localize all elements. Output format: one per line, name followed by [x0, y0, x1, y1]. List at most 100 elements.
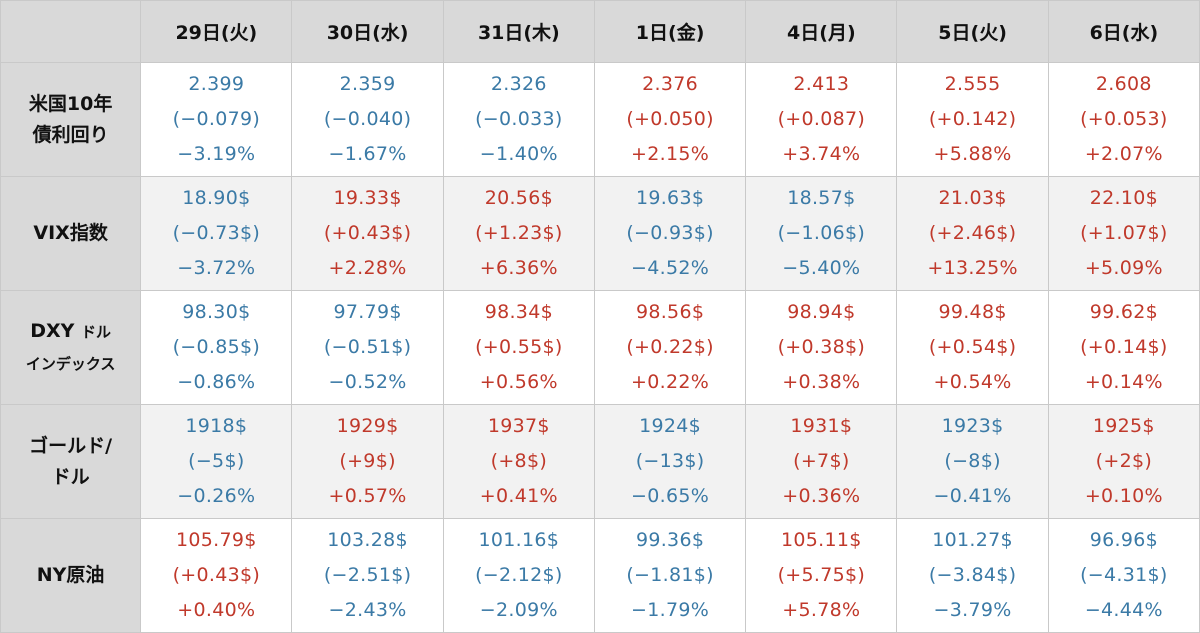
- cell-change: (+0.14$): [1080, 336, 1168, 358]
- cell-change: (+7$): [793, 450, 850, 472]
- cell-value: 105.79$: [176, 529, 257, 551]
- cell-percent: −0.52%: [328, 371, 407, 393]
- cell-value: 2.608: [1095, 73, 1152, 95]
- row-label-line: ドル: [51, 465, 90, 488]
- table-cell: 18.57$ (−1.06$) −5.40%: [745, 176, 898, 291]
- cell-change: (−0.040): [323, 108, 412, 130]
- table-cell: 101.16$ (−2.12$) −2.09%: [442, 518, 595, 633]
- cell-percent: +2.15%: [631, 143, 710, 165]
- table-cell: 22.10$ (+1.07$) +5.09%: [1047, 176, 1200, 291]
- cell-change: (+0.22$): [626, 336, 714, 358]
- cell-percent: +0.41%: [479, 485, 558, 507]
- column-header: 6日(水): [1047, 0, 1200, 63]
- table-cell: 2.555 (+0.142) +5.88%: [896, 62, 1049, 177]
- cell-change: (−0.079): [172, 108, 261, 130]
- row-label-line: NY原油: [36, 564, 105, 586]
- cell-value: 98.30$: [182, 301, 251, 323]
- cell-change: (+0.43$): [172, 564, 261, 586]
- table-cell: 105.79$ (+0.43$) +0.40%: [140, 518, 293, 633]
- cell-value: 99.48$: [938, 301, 1007, 323]
- cell-value: 99.36$: [635, 529, 705, 551]
- table-cell: 2.359 (−0.040) −1.67%: [291, 62, 444, 177]
- table-cell: 1937$ (+8$) +0.41%: [442, 404, 595, 519]
- cell-value: 99.62$: [1089, 301, 1158, 323]
- cell-percent: +0.22%: [631, 371, 710, 393]
- cell-change: (−8$): [944, 450, 1001, 472]
- cell-percent: +0.54%: [933, 371, 1012, 393]
- cell-change: (+0.142): [928, 108, 1017, 130]
- cell-value: 98.94$: [787, 301, 856, 323]
- table-cell: 101.27$ (−3.84$) −3.79%: [896, 518, 1049, 633]
- cell-change: (+9$): [339, 450, 396, 472]
- cell-percent: +5.09%: [1084, 257, 1163, 279]
- cell-change: (−0.033): [475, 108, 563, 130]
- cell-change: (−0.85$): [172, 336, 261, 358]
- column-header: 30日(水): [291, 0, 444, 63]
- cell-value: 18.90$: [182, 187, 251, 209]
- table-cell: 96.96$ (−4.31$) −4.44%: [1047, 518, 1200, 633]
- cell-change: (−0.73$): [172, 222, 261, 244]
- corner-cell: [0, 0, 142, 63]
- cell-percent: +0.38%: [782, 371, 861, 393]
- cell-percent: −0.26%: [177, 485, 256, 507]
- cell-change: (−2.51$): [323, 564, 412, 586]
- column-header: 4日(月): [745, 0, 898, 63]
- cell-value: 2.413: [793, 73, 850, 95]
- cell-percent: −0.41%: [933, 485, 1012, 507]
- cell-value: 2.376: [642, 73, 699, 95]
- table-cell: 1931$ (+7$) +0.36%: [745, 404, 898, 519]
- cell-value: 1918$: [185, 415, 248, 437]
- cell-percent: +2.28%: [328, 257, 407, 279]
- cell-percent: +0.36%: [782, 485, 861, 507]
- cell-value: 2.555: [944, 73, 1001, 95]
- row-label-line: 債利回り: [32, 123, 109, 146]
- cell-percent: −4.52%: [631, 257, 710, 279]
- cell-value: 105.11$: [781, 529, 862, 551]
- row-label-crude: NY原油: [0, 518, 142, 633]
- cell-value: 22.10$: [1089, 187, 1158, 209]
- table-cell: 99.36$ (−1.81$) −1.79%: [593, 518, 747, 633]
- cell-value: 18.57$: [787, 187, 856, 209]
- row-label-line: DXY: [30, 319, 75, 342]
- cell-change: (+0.55$): [475, 336, 563, 358]
- table-cell: 99.48$ (+0.54$) +0.54%: [896, 290, 1049, 405]
- cell-change: (+2$): [1095, 450, 1153, 472]
- cell-change: (+1.23$): [475, 222, 563, 244]
- cell-percent: +0.56%: [479, 371, 558, 393]
- row-label-line: ゴールド/: [29, 434, 113, 457]
- cell-value: 98.56$: [635, 301, 705, 323]
- cell-change: (+0.050): [626, 108, 714, 130]
- cell-value: 2.326: [490, 73, 547, 95]
- cell-change: (+1.07$): [1080, 222, 1168, 244]
- table-cell: 2.399 (−0.079) −3.19%: [140, 62, 293, 177]
- table-row-crude: NY原油 105.79$ (+0.43$) +0.40% 103.28$ (−2.51…: [0, 518, 1200, 633]
- cell-change: (+0.43$): [323, 222, 412, 244]
- cell-change: (+0.053): [1080, 108, 1168, 130]
- cell-percent: +13.25%: [927, 257, 1018, 279]
- cell-percent: −1.40%: [479, 143, 558, 165]
- cell-percent: −1.79%: [631, 599, 710, 621]
- row-label-line: 米国10年: [28, 92, 113, 115]
- cell-value: 1923$: [941, 415, 1004, 437]
- cell-percent: −4.44%: [1084, 599, 1163, 621]
- table-cell: 98.94$ (+0.38$) +0.38%: [745, 290, 898, 405]
- cell-percent: +0.10%: [1084, 485, 1163, 507]
- table-cell: 1918$ (−5$) −0.26%: [140, 404, 293, 519]
- cell-percent: +5.78%: [782, 599, 861, 621]
- cell-change: (−1.81$): [626, 564, 714, 586]
- table-cell: 98.30$ (−0.85$) −0.86%: [140, 290, 293, 405]
- table-row-gold: ゴールド/ ドル 1918$ (−5$) −0.26% 1929$ (+9$) +0.5…: [0, 404, 1200, 519]
- cell-percent: −2.43%: [328, 599, 407, 621]
- cell-change: (−2.12$): [475, 564, 563, 586]
- cell-value: 19.63$: [635, 187, 705, 209]
- table-cell: 20.56$ (+1.23$) +6.36%: [442, 176, 595, 291]
- table-cell: 2.376 (+0.050) +2.15%: [593, 62, 747, 177]
- cell-value: 2.359: [339, 73, 396, 95]
- cell-change: (+2.46$): [928, 222, 1017, 244]
- cell-value: 1924$: [639, 415, 702, 437]
- row-label-dxy: DXY ドル インデックス: [0, 290, 142, 405]
- table-row-vix: VIX指数 18.90$ (−0.73$) −3.72% 19.33$ (+0.43$…: [0, 176, 1200, 291]
- cell-percent: −3.19%: [177, 143, 256, 165]
- table-cell: 19.63$ (−0.93$) −4.52%: [593, 176, 747, 291]
